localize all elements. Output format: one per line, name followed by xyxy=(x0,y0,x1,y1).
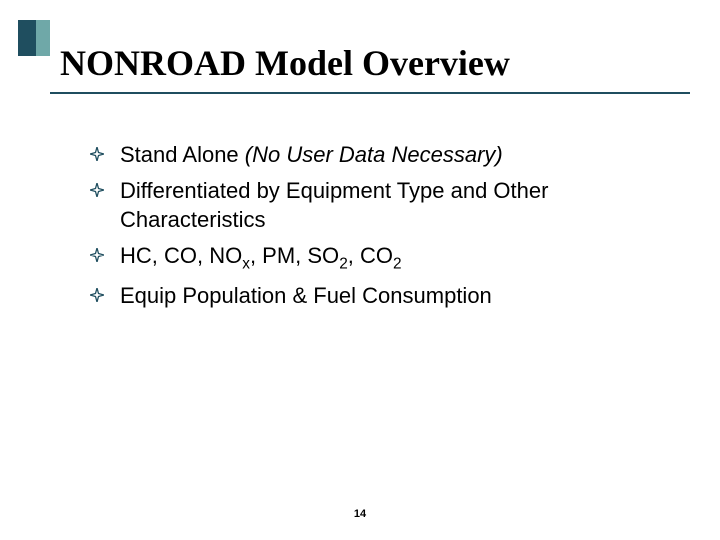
page-number: 14 xyxy=(0,508,720,520)
four-point-star-icon xyxy=(90,183,104,197)
bullet-item: Stand Alone (No User Data Necessary) xyxy=(90,140,660,170)
bullet-item: HC, CO, NOx, PM, SO2, CO2 xyxy=(90,241,660,275)
bullet-text: Stand Alone (No User Data Necessary) xyxy=(120,142,503,167)
bullet-text: Equip Population & Fuel Consumption xyxy=(120,283,492,308)
four-point-star-icon xyxy=(90,147,104,161)
chem-sub: 2 xyxy=(393,255,402,272)
content-area: Stand Alone (No User Data Necessary) Dif… xyxy=(90,140,660,317)
bullet-item: Equip Population & Fuel Consumption xyxy=(90,281,660,311)
accent-block xyxy=(18,20,50,56)
chem-part: HC, CO, NO xyxy=(120,243,242,268)
bullet-plain: Stand Alone xyxy=(120,142,245,167)
four-point-star-icon xyxy=(90,248,104,262)
chem-sub: 2 xyxy=(339,255,348,272)
chem-part: , PM, SO xyxy=(250,243,339,268)
accent-dark-bar xyxy=(18,20,36,56)
accent-light-bar xyxy=(36,20,50,56)
slide: NONROAD Model Overview Stand Alone (No U… xyxy=(0,0,720,540)
chem-part: , CO xyxy=(348,243,393,268)
bullet-text: Differentiated by Equipment Type and Oth… xyxy=(120,178,548,233)
title-underline xyxy=(50,92,690,94)
chem-sub: x xyxy=(242,255,250,272)
bullet-item: Differentiated by Equipment Type and Oth… xyxy=(90,176,660,235)
bullet-list: Stand Alone (No User Data Necessary) Dif… xyxy=(90,140,660,311)
four-point-star-icon xyxy=(90,288,104,302)
bullet-italic: (No User Data Necessary) xyxy=(245,142,503,167)
slide-title: NONROAD Model Overview xyxy=(60,42,510,84)
bullet-text-chem: HC, CO, NOx, PM, SO2, CO2 xyxy=(120,243,402,268)
